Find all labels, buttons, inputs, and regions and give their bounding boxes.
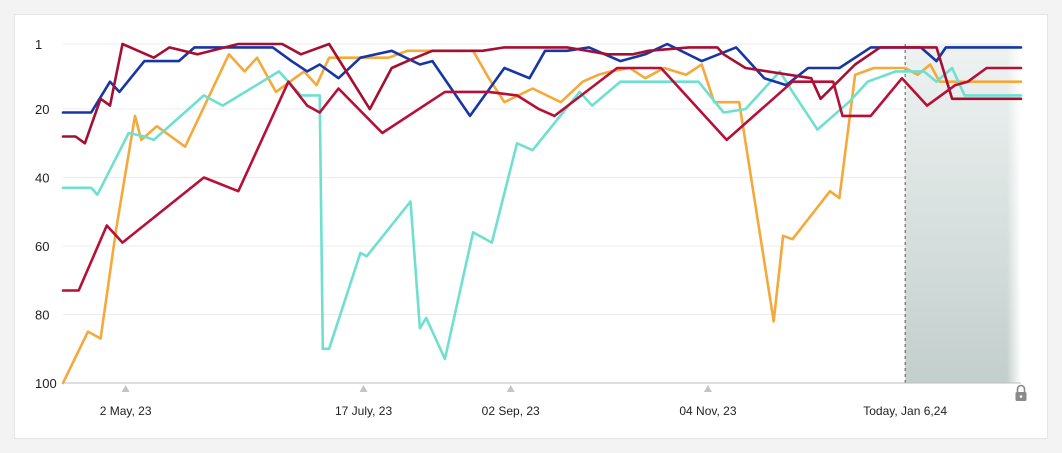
lock-shackle: [1016, 384, 1026, 392]
series-line-3: [61, 42, 1023, 118]
series-line-4: [61, 42, 1023, 145]
series-line-1: [61, 49, 1023, 385]
forecast-fade: [1007, 44, 1021, 383]
lock-icon: [1015, 384, 1027, 401]
lock-keyhole: [1019, 395, 1023, 398]
x-tick-label: Today, Jan 6,24: [863, 404, 947, 418]
x-tick-marker: [506, 385, 515, 392]
y-tick-label: 60: [35, 239, 49, 254]
series-line-5: [61, 66, 1023, 292]
chart-card: 1 20 40 60 80 100 2 May, 23 17 July, 23 02 Sep, …: [14, 14, 1048, 439]
y-tick-label: 100: [35, 376, 57, 391]
x-tick-label: 17 July, 23: [335, 404, 392, 418]
x-tick-label: 04 Nov, 23: [679, 404, 736, 418]
rank-line-chart: 1 20 40 60 80 100 2 May, 23 17 July, 23 02 Sep, …: [35, 37, 1027, 418]
forecast-region: [905, 44, 1021, 383]
x-tick-marker: [703, 385, 712, 392]
x-tick-label: 2 May, 23: [100, 404, 152, 418]
x-tick-marker: [121, 385, 130, 392]
x-tick-marker: [359, 385, 368, 392]
y-tick-label: 1: [35, 37, 42, 52]
y-tick-label: 80: [35, 308, 49, 323]
x-tick-label: 02 Sep, 23: [482, 404, 540, 418]
series-line-2: [61, 66, 1023, 361]
y-tick-label: 40: [35, 171, 49, 186]
y-tick-label: 20: [35, 102, 49, 117]
